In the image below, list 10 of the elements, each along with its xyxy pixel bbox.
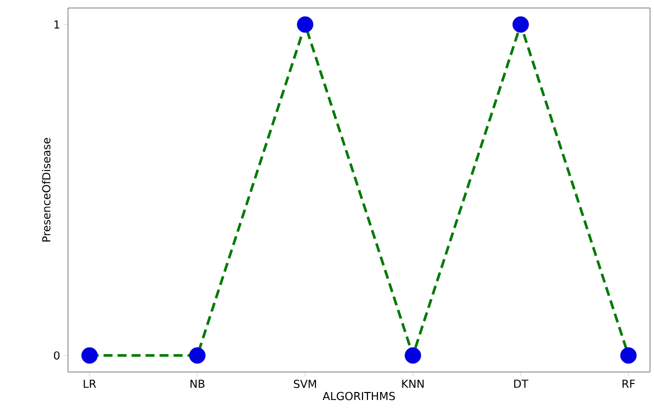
x-tick-label: SVM xyxy=(294,380,316,388)
y-tick-label: 0 xyxy=(54,351,60,360)
x-tick-label: DT xyxy=(514,380,528,388)
y-axis-title: PresenceOfDisease xyxy=(42,138,50,242)
x-tick-label: NB xyxy=(190,380,204,388)
x-axis-title: ALGORITHMS xyxy=(322,392,395,400)
x-tick-label: LR xyxy=(84,380,96,388)
x-tick-label: KNN xyxy=(402,380,424,388)
y-tick-label: 1 xyxy=(54,20,60,29)
x-tick-label: RF xyxy=(622,380,635,388)
